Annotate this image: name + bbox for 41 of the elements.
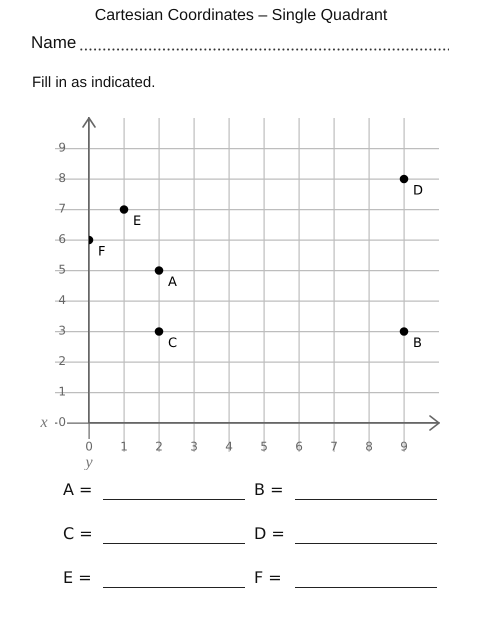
point bbox=[154, 327, 164, 336]
y-tick-label: 4 bbox=[58, 293, 66, 308]
text: B = bbox=[254, 480, 284, 499]
point bbox=[154, 266, 164, 275]
x-tick-label: 2 bbox=[155, 439, 163, 454]
point bbox=[120, 205, 128, 214]
point bbox=[400, 174, 408, 184]
x-tick-label: 8 bbox=[365, 439, 373, 454]
y-tick-label: 1 bbox=[58, 384, 66, 399]
annotation: E bbox=[133, 214, 142, 229]
annotation: F bbox=[98, 244, 106, 260]
y-tick-label: 6 bbox=[58, 232, 66, 246]
point bbox=[400, 327, 408, 336]
y-tick-label: 0 bbox=[58, 415, 66, 430]
text: D = bbox=[254, 524, 285, 543]
y-tick-label: 2 bbox=[58, 354, 66, 368]
y-tick-label: 3 bbox=[58, 324, 66, 338]
x-tick-label: 4 bbox=[225, 439, 233, 454]
annotation: D bbox=[413, 183, 424, 198]
x-tick-label: 1 bbox=[120, 439, 128, 454]
x-tick-label: 6 bbox=[295, 439, 303, 454]
x-tick-label: 5 bbox=[260, 439, 268, 454]
x-tick-label: 7 bbox=[330, 439, 338, 454]
x-tick-label: 9 bbox=[400, 439, 408, 454]
text: C = bbox=[63, 524, 93, 543]
y-tick-label: 8 bbox=[58, 171, 66, 186]
x-tick-label: 0 bbox=[85, 439, 93, 454]
text: Fill in as indicated. bbox=[32, 74, 156, 92]
text: E = bbox=[63, 568, 92, 587]
x-axis-title: x bbox=[39, 414, 48, 432]
y-tick-label: 9 bbox=[58, 140, 66, 155]
text: F = bbox=[254, 568, 282, 587]
x-tick-label: 3 bbox=[190, 439, 198, 454]
annotation: B bbox=[413, 336, 422, 351]
annotation: A bbox=[168, 274, 177, 290]
annotation: C bbox=[168, 336, 178, 351]
y-tick-label: 5 bbox=[58, 262, 66, 277]
text: A = bbox=[63, 480, 92, 499]
text: Name bbox=[31, 33, 76, 53]
y-tick-label: 7 bbox=[58, 202, 66, 216]
chart-title: Cartesian Coordinates – Single Quadrant bbox=[94, 7, 388, 25]
